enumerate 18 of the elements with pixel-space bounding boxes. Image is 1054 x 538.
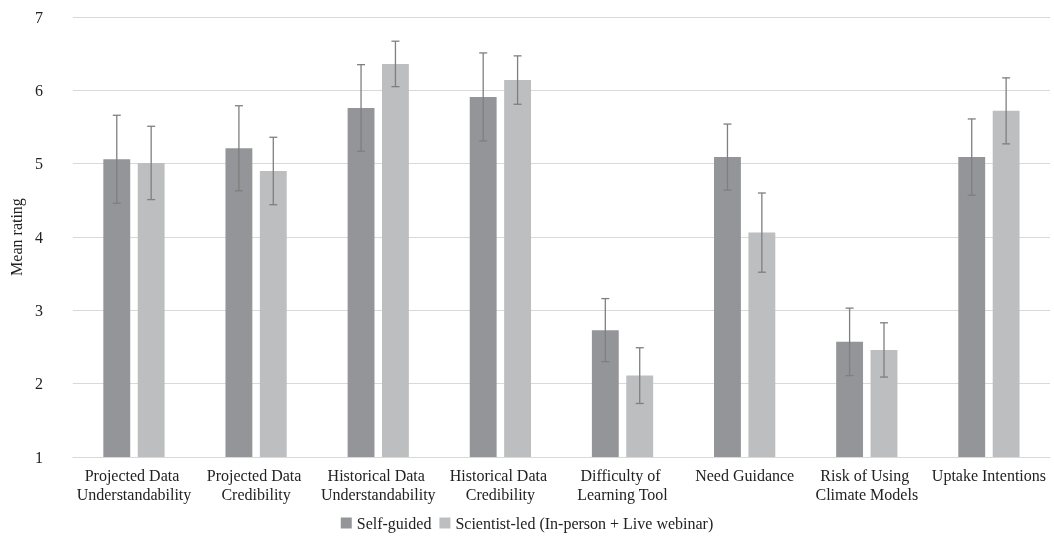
y-tick-label: 7 [34, 8, 43, 26]
x-tick-label: Historical Data Understandability [320, 467, 436, 504]
y-tick-label: 5 [34, 155, 43, 173]
x-tick-label: Uptake Intentions [931, 467, 1047, 485]
y-tick-label: 3 [34, 301, 43, 319]
x-tick-label: Need Guidance [695, 467, 795, 484]
y-axis-title: Mean rating [7, 198, 26, 276]
y-tick-label: 4 [34, 228, 43, 246]
x-tick-label: Risk of Using Climate Models [815, 467, 919, 503]
x-tick-label: Difficulty of Learning Tool [577, 467, 669, 504]
legend-label: Scientist-led (In-person + Live webinar) [455, 514, 714, 533]
legend-label: Self-guided [356, 514, 432, 533]
y-tick-label: 2 [34, 375, 43, 393]
x-tick-label: Projected Data Understandability [76, 467, 192, 504]
x-tick-label: Historical Data Credibility [449, 467, 552, 504]
y-tick-label: 1 [34, 448, 43, 466]
y-tick-label: 6 [34, 81, 43, 99]
x-tick-label: Projected Data Credibility [206, 467, 306, 504]
